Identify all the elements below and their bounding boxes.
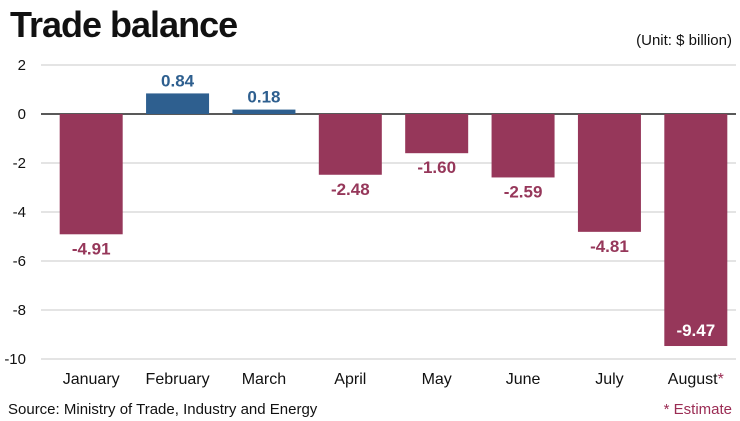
x-tick-label: March xyxy=(242,371,286,388)
bar-march xyxy=(232,109,296,114)
y-tick-label: 2 xyxy=(18,57,26,74)
source-note: Source: Ministry of Trade, Industry and … xyxy=(8,401,318,418)
chart-title: Trade balance xyxy=(10,4,238,45)
bar-august xyxy=(664,114,728,347)
x-tick-label: June xyxy=(506,371,541,388)
unit-label: (Unit: $ billion) xyxy=(636,32,732,49)
value-label: -2.48 xyxy=(331,180,370,199)
value-label: 0.18 xyxy=(247,88,280,107)
y-tick-label: -4 xyxy=(13,204,26,221)
y-tick-label: -2 xyxy=(13,155,26,172)
y-tick-label: -6 xyxy=(13,253,26,270)
x-tick-label: July xyxy=(595,371,623,388)
bar-january xyxy=(59,114,123,235)
value-label: 0.84 xyxy=(161,71,195,90)
y-tick-label: -8 xyxy=(13,302,26,319)
value-label: -2.59 xyxy=(504,182,543,201)
bar-april xyxy=(318,114,382,175)
value-label: -1.60 xyxy=(417,158,456,177)
y-tick-label: -10 xyxy=(4,351,26,368)
x-tick-label: May xyxy=(422,371,452,388)
x-tick-label: February xyxy=(146,371,210,388)
x-tick-label: January xyxy=(63,371,120,388)
bar-may xyxy=(405,114,469,154)
x-tick-label: April xyxy=(334,371,366,388)
x-tick-label: August* xyxy=(668,371,724,388)
value-label: -4.81 xyxy=(590,237,629,256)
estimate-note: * Estimate xyxy=(663,401,732,418)
value-label: -9.47 xyxy=(676,321,715,340)
bar-february xyxy=(146,93,210,114)
value-label: -4.91 xyxy=(72,239,111,258)
y-tick-label: 0 xyxy=(18,106,26,123)
bar-july xyxy=(577,114,641,232)
bar-june xyxy=(491,114,555,178)
